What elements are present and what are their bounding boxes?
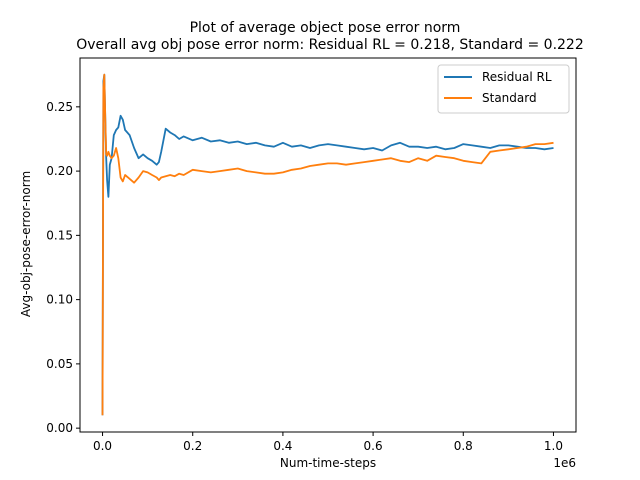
x-tick-label: 0.0: [93, 439, 112, 453]
x-tick-label: 0.6: [364, 439, 383, 453]
x-tick-label: 0.2: [183, 439, 202, 453]
x-axis-label: Num-time-steps: [280, 456, 376, 470]
y-tick-label: 0.25: [46, 100, 73, 114]
y-tick-label: 0.10: [46, 293, 73, 307]
y-tick-label: 0.20: [46, 164, 73, 178]
legend-label-standard: Standard: [482, 91, 537, 105]
legend-label-residual-rl: Residual RL: [482, 70, 552, 84]
y-tick-label: 0.05: [46, 357, 73, 371]
y-axis-label: Avg-obj-pose-error-norm: [19, 171, 33, 317]
y-tick-label: 0.15: [46, 228, 73, 242]
y-tick-label: 0.00: [46, 421, 73, 435]
x-axis-offset-label: 1e6: [553, 456, 576, 470]
chart-title: Plot of average object pose error norm: [190, 20, 461, 36]
series-layer: [101, 73, 554, 416]
plot-frame: [79, 57, 577, 433]
x-tick-label: 0.4: [273, 439, 292, 453]
x-tick-label: 0.8: [454, 439, 473, 453]
series-line-standard: [101, 73, 554, 416]
x-axis-ticks: 0.0 0.2 0.4 0.6 0.8 1.0: [93, 432, 563, 453]
chart-subtitle: Overall avg obj pose error norm: Residua…: [76, 37, 584, 53]
series-line-residual-rl: [101, 73, 554, 416]
y-axis-ticks: 0.00 0.05 0.10 0.15 0.20 0.25: [46, 100, 80, 435]
legend: Residual RL Standard: [437, 64, 570, 114]
x-tick-label: 1.0: [544, 439, 563, 453]
plot-area: [79, 57, 577, 433]
